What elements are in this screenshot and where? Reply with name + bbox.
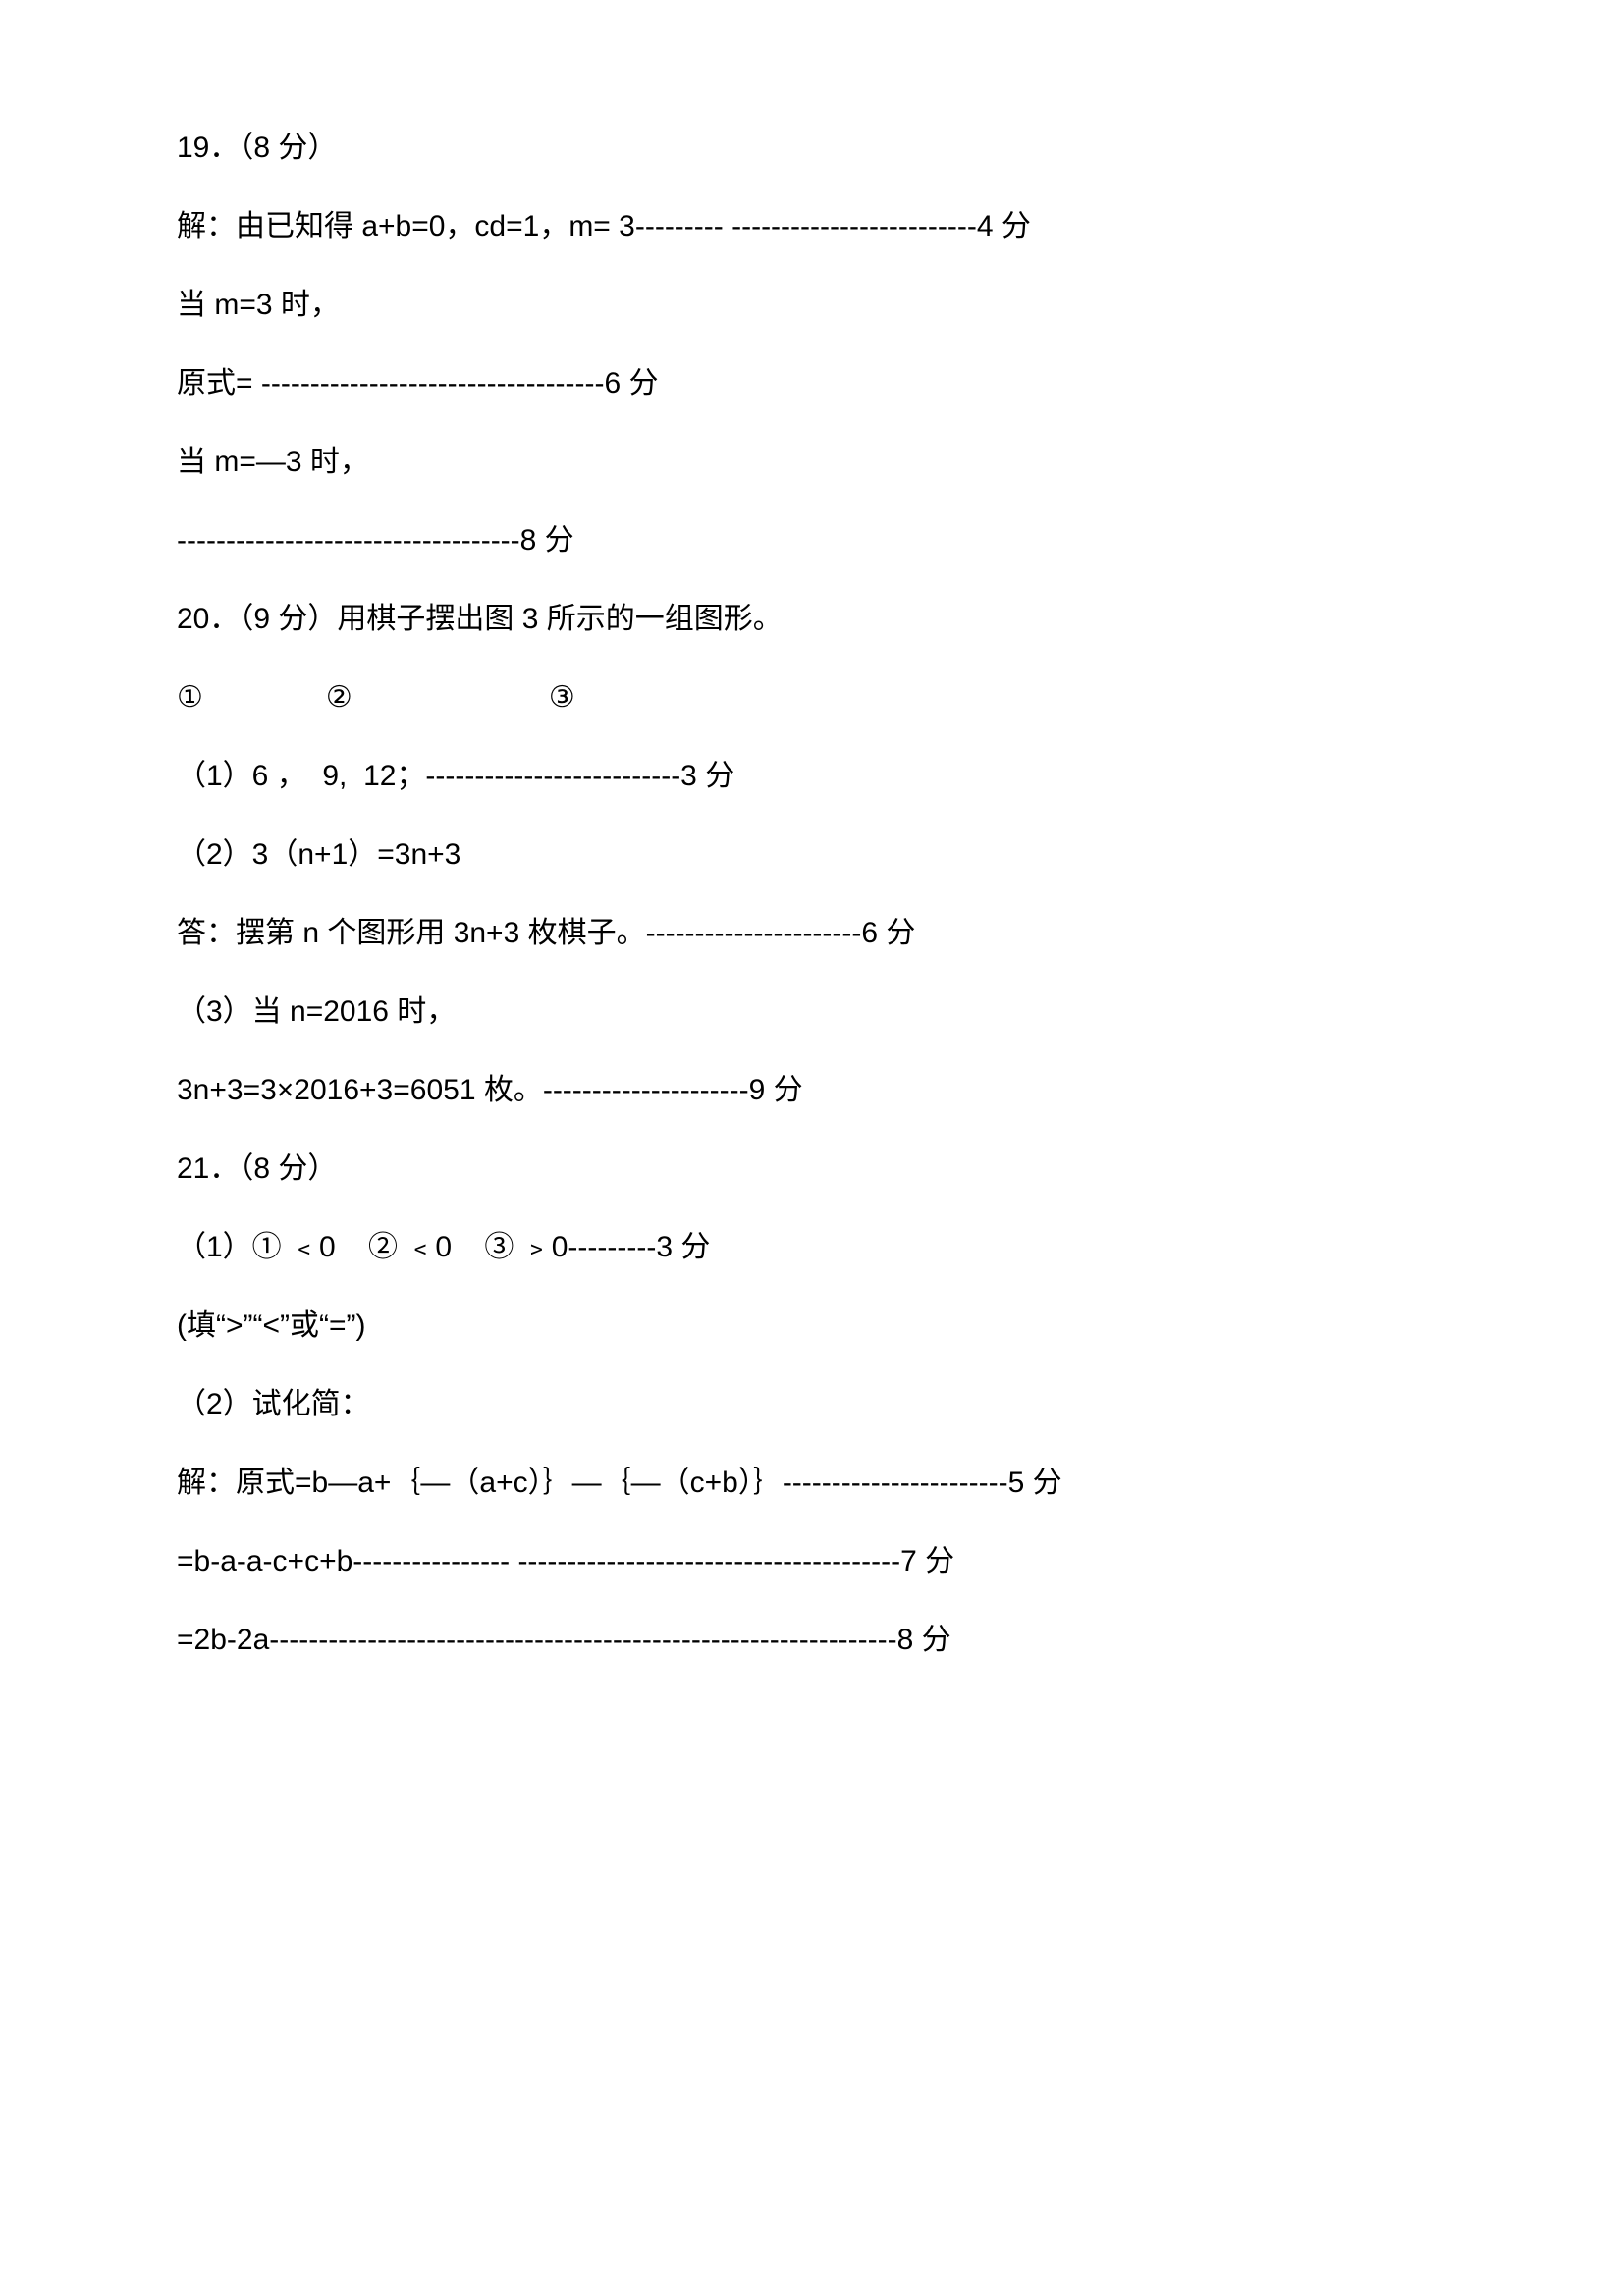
text-line-q19-expr1: 原式= -----------------------------------6… [177, 363, 1447, 404]
text-line-q20-calc: 3n+3=3×2016+3=6051 枚。-------------------… [177, 1070, 1447, 1111]
text-line-q19-given: 解：由已知得 a+b=0，cd=1，m= 3--------- --------… [177, 206, 1447, 247]
text-line-q20-part1: （1）6 ， 9, 12；--------------------------3… [177, 756, 1447, 797]
text-line-q21-fillhint: (填“>”“<”或“=”) [177, 1306, 1447, 1347]
text-line-q21-header: 21．（8 分） [177, 1148, 1447, 1190]
text-line-q20-figures: ① ② ③ [177, 677, 1447, 719]
text-line-q19-case2: 当 m=—3 时， [177, 442, 1447, 483]
text-line-q20-answer: 答：摆第 n 个图形用 3n+3 枚棋子。-------------------… [177, 913, 1447, 954]
text-line-q19-header: 19．（8 分） [177, 128, 1447, 169]
document-page: 19．（8 分） 解：由已知得 a+b=0，cd=1，m= 3---------… [0, 0, 1624, 2296]
text-line-q20-header: 20．（9 分）用棋子摆出图 3 所示的一组图形。 [177, 599, 1447, 640]
text-line-q21-part1: （1）① ﹤0 ② ﹤0 ③ ﹥0---------3 分 [177, 1227, 1447, 1268]
text-line-q21-step2: =b-a-a-c+c+b---------------- -----------… [177, 1541, 1447, 1582]
text-line-q19-case1: 当 m=3 时， [177, 285, 1447, 326]
text-line-q21-step1: 解：原式=b—a+｛—（a+c）｝—｛—（c+b）｝--------------… [177, 1463, 1447, 1504]
text-line-q19-expr2: -----------------------------------8 分 [177, 520, 1447, 561]
text-line-q21-part2: （2）试化简： [177, 1384, 1447, 1425]
text-line-q20-part3: （3）当 n=2016 时， [177, 991, 1447, 1033]
text-line-q20-part2: （2）3（n+1）=3n+3 [177, 834, 1447, 876]
text-line-q21-step3: =2b-2a----------------------------------… [177, 1620, 1447, 1661]
